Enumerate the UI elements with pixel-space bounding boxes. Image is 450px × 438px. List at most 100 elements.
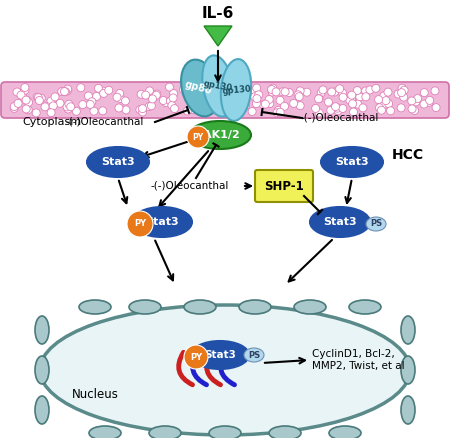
Circle shape	[88, 98, 96, 106]
Ellipse shape	[89, 426, 121, 438]
FancyBboxPatch shape	[255, 170, 313, 202]
Circle shape	[79, 101, 87, 109]
Circle shape	[356, 93, 364, 101]
Ellipse shape	[189, 121, 251, 149]
Circle shape	[251, 93, 259, 101]
Circle shape	[269, 84, 277, 92]
Text: Stat3: Stat3	[204, 350, 236, 360]
Text: Stat3: Stat3	[145, 217, 179, 227]
Ellipse shape	[239, 300, 271, 314]
Circle shape	[339, 93, 347, 101]
Circle shape	[64, 105, 72, 113]
Circle shape	[115, 104, 123, 112]
Circle shape	[400, 86, 408, 94]
Circle shape	[113, 93, 121, 101]
Circle shape	[382, 97, 390, 105]
Text: gp80: gp80	[183, 80, 213, 96]
Circle shape	[56, 99, 64, 107]
Circle shape	[190, 97, 198, 105]
Circle shape	[127, 211, 153, 237]
Ellipse shape	[184, 300, 216, 314]
Circle shape	[152, 91, 160, 99]
Ellipse shape	[181, 60, 219, 117]
Circle shape	[376, 104, 383, 112]
Circle shape	[21, 84, 29, 92]
Circle shape	[202, 100, 211, 108]
Circle shape	[425, 99, 433, 106]
Circle shape	[162, 99, 170, 106]
Circle shape	[90, 107, 98, 115]
Circle shape	[239, 93, 247, 101]
Text: Cytoplasm: Cytoplasm	[22, 117, 81, 127]
Circle shape	[346, 96, 354, 104]
Circle shape	[260, 101, 267, 109]
Circle shape	[410, 106, 419, 114]
Circle shape	[432, 104, 440, 112]
Ellipse shape	[202, 55, 234, 117]
Circle shape	[252, 99, 261, 108]
Circle shape	[280, 102, 288, 110]
Circle shape	[23, 96, 31, 104]
Ellipse shape	[321, 147, 383, 177]
Circle shape	[378, 106, 386, 114]
Ellipse shape	[132, 207, 192, 237]
Circle shape	[122, 106, 130, 114]
Circle shape	[374, 95, 382, 104]
Ellipse shape	[366, 217, 386, 231]
Circle shape	[362, 93, 370, 101]
Circle shape	[281, 88, 289, 96]
Circle shape	[171, 105, 179, 113]
Circle shape	[387, 107, 395, 115]
Circle shape	[25, 99, 32, 106]
Circle shape	[397, 104, 405, 112]
Text: Stat3: Stat3	[101, 157, 135, 167]
FancyBboxPatch shape	[1, 82, 449, 118]
Circle shape	[146, 87, 153, 95]
Circle shape	[184, 345, 208, 369]
Circle shape	[347, 95, 356, 103]
Circle shape	[266, 99, 274, 108]
Circle shape	[187, 126, 209, 148]
Circle shape	[317, 89, 325, 97]
Circle shape	[190, 106, 198, 114]
Text: CyclinD1, Bcl-2,
MMP2, Twist, et al: CyclinD1, Bcl-2, MMP2, Twist, et al	[312, 349, 405, 371]
FancyArrowPatch shape	[207, 352, 220, 385]
Circle shape	[207, 107, 215, 115]
Text: -(-)Oleocanthal: -(-)Oleocanthal	[151, 181, 229, 191]
Circle shape	[193, 106, 201, 114]
Ellipse shape	[310, 207, 370, 237]
Circle shape	[169, 94, 177, 102]
Circle shape	[408, 97, 416, 105]
Ellipse shape	[209, 426, 241, 438]
Circle shape	[230, 106, 238, 114]
Ellipse shape	[35, 356, 49, 384]
Circle shape	[279, 88, 287, 96]
Circle shape	[348, 91, 356, 99]
Circle shape	[32, 109, 40, 117]
Ellipse shape	[401, 356, 415, 384]
Circle shape	[223, 97, 231, 106]
Text: JAK1/2: JAK1/2	[200, 130, 240, 140]
Circle shape	[353, 87, 361, 95]
Circle shape	[251, 87, 259, 95]
Circle shape	[64, 86, 72, 95]
Circle shape	[34, 94, 42, 102]
Circle shape	[354, 100, 362, 108]
Circle shape	[327, 106, 335, 114]
Circle shape	[62, 88, 70, 96]
Circle shape	[315, 95, 323, 102]
Circle shape	[93, 92, 100, 100]
Circle shape	[315, 95, 323, 103]
Circle shape	[137, 90, 145, 98]
Circle shape	[331, 88, 339, 96]
Circle shape	[265, 95, 273, 103]
Circle shape	[22, 96, 30, 104]
Circle shape	[77, 84, 85, 92]
Circle shape	[294, 91, 302, 99]
Circle shape	[47, 97, 55, 105]
Circle shape	[117, 95, 125, 102]
Circle shape	[14, 99, 22, 107]
Circle shape	[122, 97, 130, 105]
Circle shape	[230, 108, 237, 116]
Circle shape	[100, 87, 108, 95]
